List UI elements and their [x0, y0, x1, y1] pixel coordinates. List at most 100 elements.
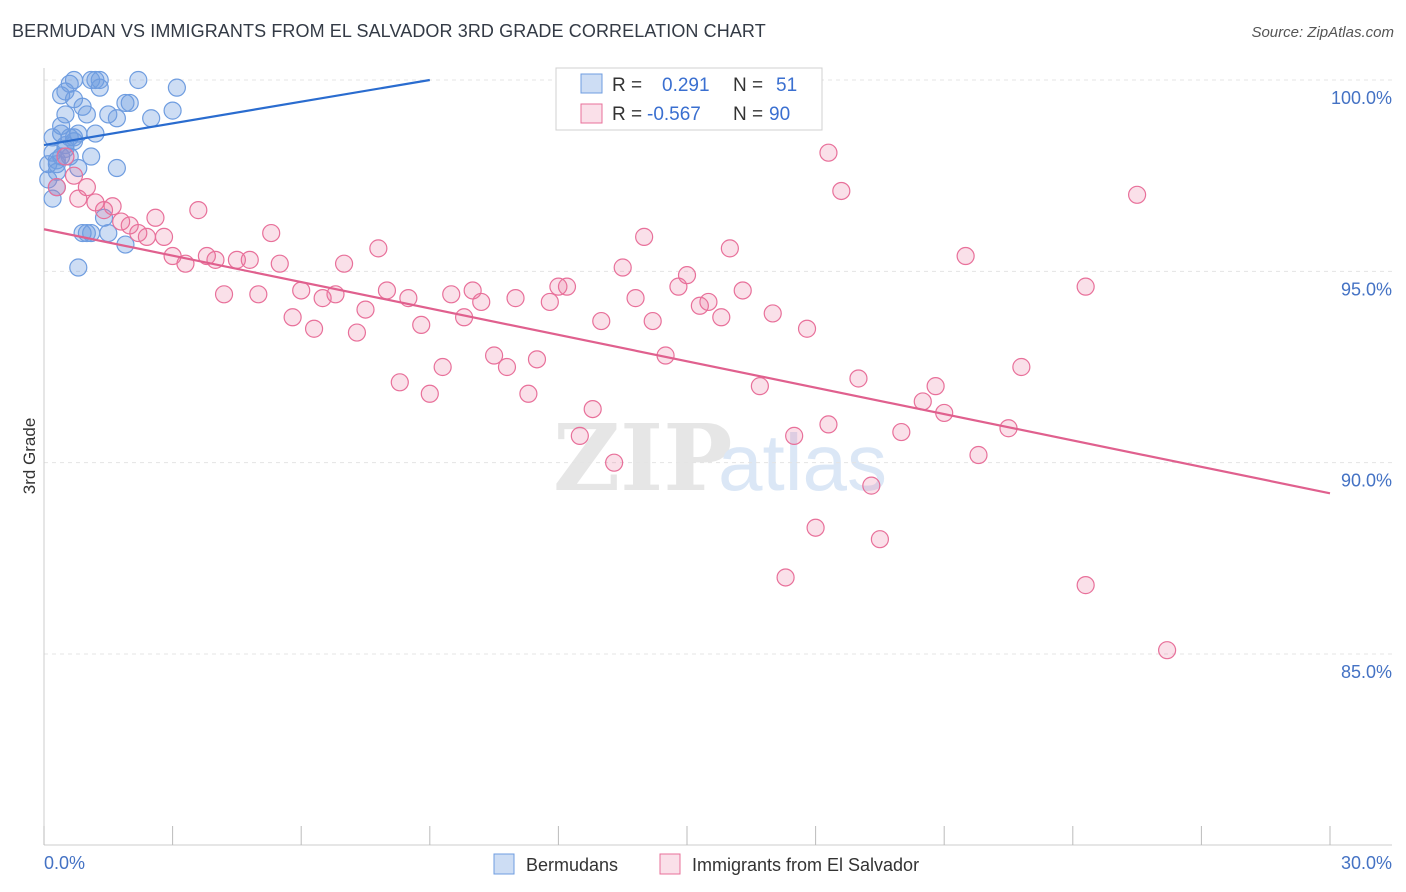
watermark-zip: ZIP [553, 404, 732, 512]
point-el-salvador [570, 426, 589, 445]
point-bermudans [99, 105, 118, 124]
point-el-salvador [1158, 641, 1177, 660]
point-bermudans [64, 128, 84, 147]
point-bermudans [77, 105, 96, 124]
point-el-salvador [103, 197, 122, 216]
point-el-salvador [497, 357, 517, 377]
point-el-salvador [699, 292, 718, 312]
point-el-salvador [270, 254, 289, 273]
point-el-salvador [870, 530, 890, 549]
point-el-salvador [112, 212, 131, 231]
point-el-salvador [583, 399, 602, 419]
point-el-salvador [677, 266, 697, 285]
bottom-legend-label-pink: Immigrants from El Salvador [692, 855, 919, 875]
point-el-salvador [262, 223, 281, 243]
legend-n-value-pink: 90 [769, 104, 790, 125]
point-el-salvador [626, 289, 645, 308]
point-el-salvador [304, 319, 324, 338]
legend-n-value-blue: 51 [776, 75, 797, 96]
point-el-salvador [613, 258, 632, 277]
stats-legend-box [555, 67, 823, 131]
legend-r-label-blue: R = [612, 75, 642, 96]
point-el-salvador [347, 323, 367, 342]
point-el-salvador [892, 422, 911, 442]
point-bermudans [43, 189, 62, 208]
y-tick-labels: 85.0% 90.0% 95.0% 100.0% [1331, 88, 1392, 682]
legend-r-label-pink: R = [612, 104, 642, 125]
point-el-salvador [146, 208, 165, 227]
trend-lines [43, 78, 1331, 495]
y-axis-label: 3rd Grade [20, 418, 39, 495]
point-el-salvador [472, 292, 491, 312]
point-el-salvador [540, 292, 559, 312]
point-el-salvador [442, 285, 461, 304]
point-el-salvador [643, 311, 662, 331]
legend-swatch-blue [580, 73, 603, 94]
y-tick-label: 100.0% [1331, 88, 1392, 108]
point-el-salvador [690, 296, 709, 315]
point-el-salvador [592, 311, 611, 331]
point-bermudans [56, 105, 75, 124]
bottom-legend-label-blue: Bermudans [526, 855, 618, 875]
point-el-salvador [56, 147, 75, 166]
point-el-salvador [1076, 277, 1095, 296]
point-bermudans [120, 93, 139, 113]
watermark: ZIP atlas [553, 404, 887, 512]
point-el-salvador [390, 373, 409, 392]
chart-title: BERMUDAN VS IMMIGRANTS FROM EL SALVADOR … [12, 21, 766, 41]
point-el-salvador [763, 304, 782, 323]
point-el-salvador [557, 277, 577, 296]
point-el-salvador [154, 227, 174, 246]
point-el-salvador [969, 445, 988, 465]
point-bermudans [142, 109, 161, 128]
point-el-salvador [129, 223, 148, 243]
point-bermudans [82, 147, 101, 166]
point-el-salvador [137, 227, 156, 246]
trend-line-bermudans [43, 78, 430, 147]
point-bermudans [116, 93, 135, 113]
point-el-salvador [1127, 185, 1147, 204]
series-el-salvador [47, 143, 1177, 660]
point-el-salvador [776, 568, 795, 587]
point-bermudans [86, 124, 105, 143]
point-el-salvador [797, 319, 817, 338]
source-label: Source: ZipAtlas.com [1251, 24, 1394, 41]
point-el-salvador [819, 415, 838, 434]
point-el-salvador [733, 281, 752, 300]
point-el-salvador [956, 246, 975, 266]
point-el-salvador [292, 281, 311, 300]
y-tick-label: 95.0% [1341, 279, 1392, 299]
point-el-salvador [506, 289, 525, 308]
point-el-salvador [356, 300, 375, 319]
stats-legend: R = 0.291 N = 51 R = -0.567 N = 90 [555, 67, 823, 131]
series-legend: Bermudans Immigrants from El Salvador [493, 853, 919, 875]
point-el-salvador [214, 285, 234, 304]
bottom-legend-swatch-blue [493, 853, 515, 875]
point-el-salvador [249, 285, 268, 304]
legend-n-label-pink: N = [733, 104, 763, 125]
legend-r-value-blue: 0.291 [662, 75, 710, 96]
point-bermudans [90, 70, 109, 90]
point-bermudans [64, 70, 84, 90]
point-el-salvador [862, 476, 881, 495]
legend-r-value-pink: -0.567 [647, 104, 701, 125]
point-bermudans [163, 101, 182, 120]
point-el-salvador [819, 143, 838, 162]
point-el-salvador [519, 384, 538, 403]
point-bermudans [107, 109, 126, 128]
point-el-salvador [605, 453, 624, 472]
point-el-salvador [433, 357, 452, 377]
point-el-salvador [635, 227, 654, 246]
point-el-salvador [926, 377, 945, 396]
point-el-salvador [334, 254, 354, 273]
point-bermudans [69, 258, 88, 277]
point-el-salvador [785, 426, 804, 445]
point-el-salvador [189, 201, 208, 220]
point-el-salvador [1012, 357, 1031, 377]
point-el-salvador [283, 308, 302, 327]
point-el-salvador [485, 346, 504, 365]
point-el-salvador [420, 384, 439, 403]
legend-swatch-pink [580, 103, 603, 124]
point-bermudans [167, 78, 186, 97]
